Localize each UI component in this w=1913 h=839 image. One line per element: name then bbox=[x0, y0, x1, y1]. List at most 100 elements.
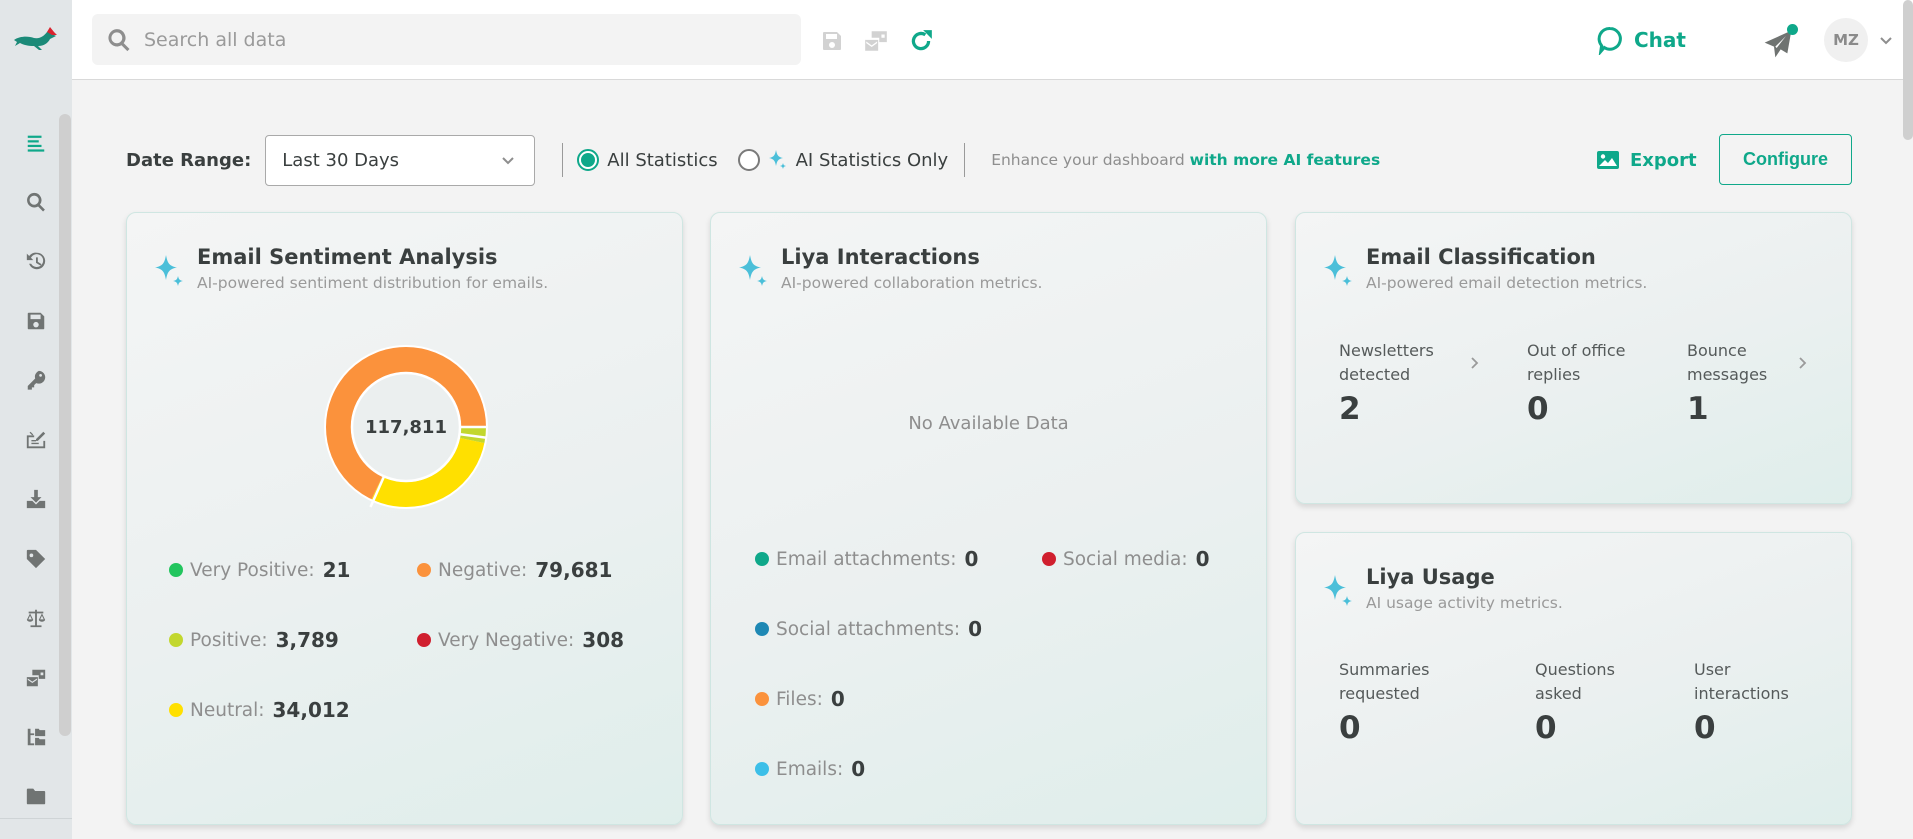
mail-transfer-button[interactable] bbox=[863, 28, 889, 54]
mail-transfer-icon bbox=[26, 669, 46, 687]
paper-plane-icon bbox=[1764, 30, 1792, 58]
metric-bounce-messages[interactable]: Bounce messages 1 bbox=[1687, 339, 1767, 427]
legend-dot bbox=[417, 563, 431, 577]
sidebar-divider bbox=[0, 818, 72, 819]
notifications-button[interactable] bbox=[1762, 24, 1798, 58]
metric-label: Summaries requested bbox=[1339, 660, 1430, 703]
user-avatar[interactable]: MZ bbox=[1824, 18, 1868, 62]
card-liya-usage: Liya Usage AI usage activity metrics. Su… bbox=[1295, 532, 1852, 825]
legend-label: Files: bbox=[776, 688, 823, 710]
legend-label: Social attachments: bbox=[776, 618, 961, 640]
search-icon bbox=[27, 192, 45, 212]
legend-dot bbox=[755, 692, 769, 706]
key-icon bbox=[27, 370, 46, 390]
notification-dot bbox=[1787, 24, 1798, 35]
radio-all-statistics[interactable]: All Statistics bbox=[577, 149, 718, 171]
sparkle-icon bbox=[1324, 575, 1352, 606]
legend-email-attachments: Email attachments: 0 bbox=[755, 547, 978, 571]
legend-label: Positive: bbox=[190, 629, 268, 651]
sidebar-item-search[interactable] bbox=[22, 188, 50, 216]
donut-total: 117,811 bbox=[365, 416, 447, 438]
chevron-right-icon[interactable] bbox=[1467, 356, 1481, 370]
sentiment-donut-chart[interactable] bbox=[324, 345, 488, 509]
date-range-label: Date Range: bbox=[126, 149, 252, 171]
segment-negative[interactable] bbox=[325, 346, 487, 508]
configure-button[interactable]: Configure bbox=[1719, 134, 1852, 185]
segment-neutral[interactable] bbox=[325, 346, 487, 508]
date-range-select[interactable]: Last 30 Days bbox=[265, 134, 536, 186]
sidebar-item-dashboard[interactable] bbox=[22, 129, 50, 157]
avatar-initials: MZ bbox=[1833, 31, 1859, 49]
legend-label: Neutral: bbox=[190, 699, 265, 721]
card-title: Liya Interactions bbox=[781, 245, 980, 269]
sparkle-icon bbox=[1324, 255, 1352, 286]
radio-ai-statistics-only[interactable]: AI Statistics Only bbox=[737, 149, 949, 171]
legend-files: Files: 0 bbox=[755, 687, 845, 711]
search-box[interactable] bbox=[92, 14, 801, 65]
metric-value: 1 bbox=[1687, 391, 1709, 427]
chat-button[interactable]: Chat bbox=[1596, 24, 1686, 56]
tag-icon bbox=[26, 549, 46, 569]
chevron-right-icon[interactable] bbox=[1795, 356, 1809, 370]
enhance-prefix: Enhance your dashboard bbox=[991, 151, 1190, 169]
metric-value: 0 bbox=[1535, 710, 1557, 746]
search-input[interactable] bbox=[144, 28, 801, 51]
refresh-button[interactable] bbox=[908, 28, 934, 54]
sidebar-item-legal[interactable] bbox=[22, 604, 50, 632]
legend-emails: Emails: 0 bbox=[755, 757, 865, 781]
history-icon bbox=[26, 252, 46, 270]
legend-dot bbox=[169, 633, 183, 647]
card-title: Email Sentiment Analysis bbox=[197, 245, 498, 269]
legend-label: Negative: bbox=[438, 559, 528, 581]
legend-label: Very Positive: bbox=[190, 559, 315, 581]
sidebar-item-review[interactable] bbox=[22, 426, 50, 454]
enhance-text: Enhance your dashboard with more AI feat… bbox=[991, 151, 1380, 169]
export-button[interactable]: Export bbox=[1596, 134, 1697, 186]
metric-newsletters-detected[interactable]: Newsletters detected 2 bbox=[1339, 339, 1434, 427]
chat-bubble-icon bbox=[1597, 26, 1622, 55]
legend-value: 308 bbox=[582, 628, 625, 652]
radio-circle[interactable] bbox=[577, 149, 600, 171]
radio-ai-label: AI Statistics Only bbox=[795, 149, 949, 171]
app-logo[interactable] bbox=[12, 26, 58, 52]
save-icon bbox=[823, 32, 841, 50]
sparkle-icon bbox=[155, 255, 183, 286]
sidebar-item-keys[interactable] bbox=[22, 366, 50, 394]
card-header: Liya Interactions AI-powered collaborati… bbox=[737, 245, 1042, 292]
sidebar-item-folders[interactable] bbox=[22, 782, 50, 810]
page-scrollbar[interactable] bbox=[1903, 0, 1913, 140]
legend-dot bbox=[1042, 552, 1056, 566]
legend-dot bbox=[755, 552, 769, 566]
legend-dot bbox=[755, 622, 769, 636]
metric-value: 0 bbox=[1527, 391, 1549, 427]
sidebar-item-tags[interactable] bbox=[22, 545, 50, 573]
radio-circle[interactable] bbox=[737, 149, 760, 171]
card-email-sentiment: Email Sentiment Analysis AI-powered sent… bbox=[126, 212, 683, 825]
metric-label: Newsletters detected bbox=[1339, 341, 1434, 384]
legend-dot bbox=[169, 563, 183, 577]
divider bbox=[562, 143, 564, 177]
dashboard-controls: Date Range: Last 30 Days All Statistics … bbox=[126, 134, 1852, 186]
save-button[interactable] bbox=[819, 28, 845, 54]
metric-value: 0 bbox=[1694, 710, 1716, 746]
sidebar-scrollbar[interactable] bbox=[59, 114, 71, 736]
sidebar-item-saved[interactable] bbox=[22, 307, 50, 335]
metric-label: User interactions bbox=[1694, 660, 1789, 703]
sidebar-item-hierarchy[interactable] bbox=[22, 723, 50, 751]
search-icon bbox=[108, 29, 130, 52]
sidebar-item-mail-transfer[interactable] bbox=[22, 664, 50, 692]
sidebar-item-history[interactable] bbox=[22, 247, 50, 275]
top-header: Chat MZ bbox=[72, 0, 1913, 80]
legend-positive: Positive: 3,789 bbox=[169, 628, 339, 652]
chevron-down-icon[interactable] bbox=[1878, 32, 1894, 48]
metric-label: Questions asked bbox=[1535, 660, 1615, 703]
card-header: Liya Usage AI usage activity metrics. bbox=[1322, 565, 1563, 612]
image-icon bbox=[1597, 151, 1619, 169]
sidebar-item-download[interactable] bbox=[22, 485, 50, 513]
card-subtitle: AI-powered collaboration metrics. bbox=[781, 274, 1043, 293]
signature-icon bbox=[26, 431, 46, 449]
legend-label: Email attachments: bbox=[776, 548, 957, 570]
no-data-message: No Available Data bbox=[908, 413, 1069, 434]
more-ai-features-link[interactable]: with more AI features bbox=[1189, 151, 1381, 169]
legend-value: 79,681 bbox=[535, 558, 613, 582]
